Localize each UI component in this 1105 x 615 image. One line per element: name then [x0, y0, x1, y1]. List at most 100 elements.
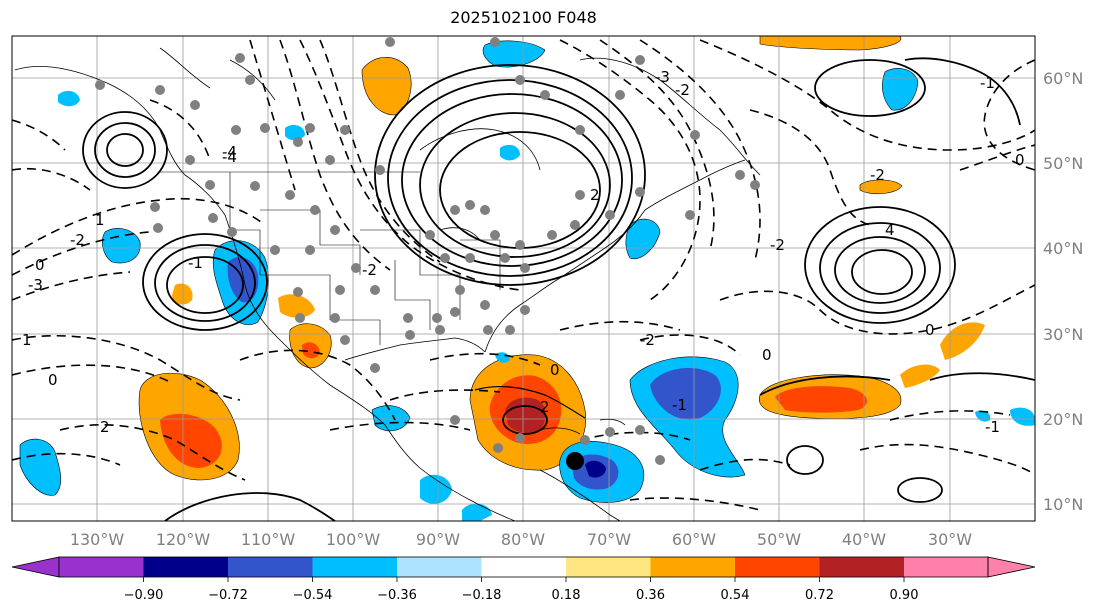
contour-label: 1	[95, 211, 105, 229]
colorbar-over-extension	[987, 556, 1036, 578]
colorbar-tick-label: −0.36	[377, 588, 417, 603]
lon-label: 50°W	[757, 530, 801, 549]
shade-gulf-blue	[371, 405, 411, 432]
station-dots	[95, 37, 760, 465]
shade-centam-blue	[420, 474, 452, 504]
colorbar-cell	[481, 557, 566, 577]
shade-northatl-orange	[859, 179, 903, 195]
shade-greatlakes-blue	[500, 144, 520, 161]
contour-label: -2	[640, 331, 655, 349]
contour-label: -4	[222, 148, 237, 166]
longitude-labels: 130°W 120°W 110°W 100°W 90°W 80°W 70°W 6…	[70, 530, 972, 549]
shade-pacific-blue2	[102, 228, 141, 264]
contour-label: -4	[222, 143, 237, 161]
colorbar-tick-label: 0.72	[805, 588, 834, 603]
graticule	[12, 36, 1035, 521]
colorbar-tick-label: 0.36	[636, 588, 665, 603]
colorbar-tick-label: −0.72	[208, 588, 248, 603]
shade-alaska-blue	[58, 90, 80, 107]
contour-label: -1	[985, 418, 1000, 436]
colorbar-cell	[819, 557, 904, 577]
shade-caribbean-navy	[585, 460, 606, 478]
contour-label: 0	[550, 361, 560, 379]
colorbar-cell	[566, 557, 651, 577]
contour-label: -1	[672, 396, 687, 414]
colorbar-tick-label: 0.54	[721, 588, 750, 603]
contour-label: -3	[28, 276, 43, 294]
map-frame	[11, 35, 1036, 522]
shade-eastatl-orange	[900, 364, 940, 388]
storm-position-marker	[566, 452, 584, 470]
shade-pacific-blue1	[19, 438, 62, 496]
colorbar-cell	[228, 557, 313, 577]
contour-label: 0	[48, 371, 58, 389]
contour-label: -2	[362, 261, 377, 279]
colorbar-tick-label: −0.18	[462, 588, 502, 603]
figure-title: 2025102100 F048	[450, 8, 597, 27]
lon-label: 130°W	[70, 530, 125, 549]
contour-label-group: 0 0 1 1 -2 -3 -4 -1 4 -2 2 -1 0 -2 -1 -2…	[22, 68, 1025, 436]
colorbar-cell	[735, 557, 820, 577]
colorbar: −0.90 −0.72 −0.54 −0.36 −0.18 0.18 0.36 …	[11, 556, 1036, 603]
lon-label: 40°W	[842, 530, 886, 549]
colorbar-cell	[312, 557, 397, 577]
shade-pacific-red	[160, 413, 222, 468]
shade-westus-orange	[172, 283, 193, 305]
lat-label: 10°N	[1043, 495, 1083, 514]
shade-canada-blue	[482, 40, 546, 68]
contour-label: 0	[35, 256, 45, 274]
colorbar-under-extension	[11, 556, 60, 578]
contour-label: 1	[22, 331, 32, 349]
shade-greenland-blue	[882, 68, 919, 111]
colorbar-tick-label: −0.54	[293, 588, 333, 603]
lon-label: 100°W	[326, 530, 381, 549]
shade-bc-blue	[285, 124, 305, 141]
colorbar-cell	[59, 557, 144, 577]
colorbar-frame	[58, 556, 989, 578]
solid-contours	[82, 57, 1035, 521]
colorbar-cell	[143, 557, 228, 577]
contour-label: -2	[675, 81, 690, 99]
contour-label: -2	[770, 236, 785, 254]
lon-label: 70°W	[587, 530, 631, 549]
shade-mexico-red	[302, 342, 320, 359]
lon-label: 80°W	[501, 530, 545, 549]
dashed-contours	[12, 39, 1035, 511]
shade-rockies-orange	[361, 57, 412, 116]
lon-label: 60°W	[672, 530, 716, 549]
lon-label: 120°W	[156, 530, 211, 549]
shade-atlantic-royal	[650, 367, 721, 420]
lat-label: 60°N	[1043, 69, 1083, 88]
contour-label: -1	[188, 254, 203, 272]
shade-eastatl-orange2	[940, 322, 985, 360]
contour-label: 4	[885, 221, 895, 239]
lat-label: 30°N	[1043, 325, 1083, 344]
contour-label: 2	[100, 418, 110, 436]
colorbar-cell	[904, 557, 988, 577]
latitude-labels: 60°N 50°N 40°N 30°N 20°N 10°N	[1043, 69, 1083, 514]
colorbar-cell	[397, 557, 482, 577]
shade-centam-blue2	[462, 503, 492, 521]
colorbar-cell	[650, 557, 735, 577]
lat-label: 50°N	[1043, 154, 1083, 173]
contour-label: 0	[762, 346, 772, 364]
contour-label: -3	[655, 68, 670, 86]
contour-label: 2	[590, 186, 600, 204]
colorbar-tick-label: 0.90	[890, 588, 919, 603]
shade-labrador-orange	[759, 36, 902, 51]
contour-label: -2	[870, 166, 885, 184]
colorbar-tick-label: 0.18	[552, 588, 581, 603]
shade-nfld-blue	[625, 218, 661, 260]
shade-ne-atl-blue	[1010, 407, 1035, 426]
contour-label: -2	[70, 231, 85, 249]
lat-label: 20°N	[1043, 410, 1083, 429]
map-area: 0 0 1 1 -2 -3 -4 -1 4 -2 2 -1 0 -2 -1 -2…	[12, 36, 1035, 521]
lon-label: 110°W	[241, 530, 296, 549]
shade-baja-orange	[278, 294, 315, 318]
contour-label: 0	[925, 321, 935, 339]
contour-label: 2	[540, 398, 550, 416]
colorbar-ticks	[143, 577, 905, 582]
shade-midatl-red	[775, 386, 868, 413]
colorbar-tick-label: −0.90	[124, 588, 164, 603]
